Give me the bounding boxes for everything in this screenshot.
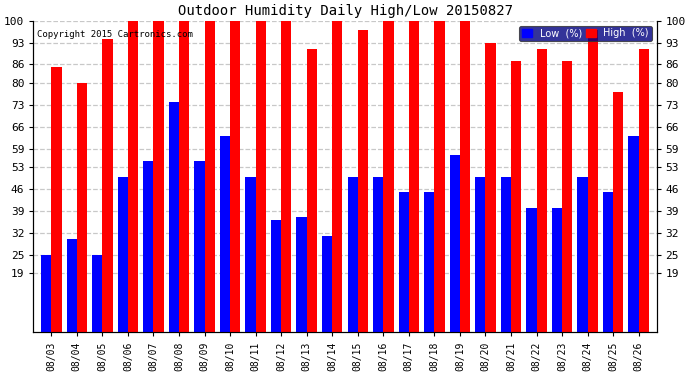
Bar [204,21,215,332]
Bar [332,21,342,332]
Bar [511,61,521,332]
Bar [41,255,51,332]
Bar [603,192,613,332]
Bar [77,83,87,332]
Bar [246,177,255,332]
Text: Copyright 2015 Cartronics.com: Copyright 2015 Cartronics.com [37,30,193,39]
Bar [460,21,470,332]
Legend: Low  (%), High  (%): Low (%), High (%) [519,26,651,41]
Bar [281,21,291,332]
Bar [306,49,317,332]
Bar [639,49,649,332]
Bar [613,92,623,332]
Bar [578,177,588,332]
Bar [537,49,546,332]
Bar [144,161,153,332]
Bar [195,161,204,332]
Bar [399,192,409,332]
Title: Outdoor Humidity Daily High/Low 20150827: Outdoor Humidity Daily High/Low 20150827 [177,4,513,18]
Bar [92,255,102,332]
Bar [475,177,486,332]
Bar [384,21,393,332]
Bar [588,30,598,332]
Bar [271,220,281,332]
Bar [526,208,537,332]
Bar [629,136,639,332]
Bar [179,21,189,332]
Bar [118,177,128,332]
Bar [51,68,61,332]
Bar [128,21,138,332]
Bar [255,21,266,332]
Bar [424,192,435,332]
Bar [220,136,230,332]
Bar [169,102,179,332]
Bar [230,21,240,332]
Bar [102,39,112,332]
Bar [450,155,460,332]
Bar [322,236,332,332]
Bar [501,177,511,332]
Bar [373,177,384,332]
Bar [348,177,358,332]
Bar [435,21,444,332]
Bar [297,217,306,332]
Bar [552,208,562,332]
Bar [67,239,77,332]
Bar [562,61,572,332]
Bar [153,21,164,332]
Bar [358,30,368,332]
Bar [409,21,419,332]
Bar [486,42,495,332]
